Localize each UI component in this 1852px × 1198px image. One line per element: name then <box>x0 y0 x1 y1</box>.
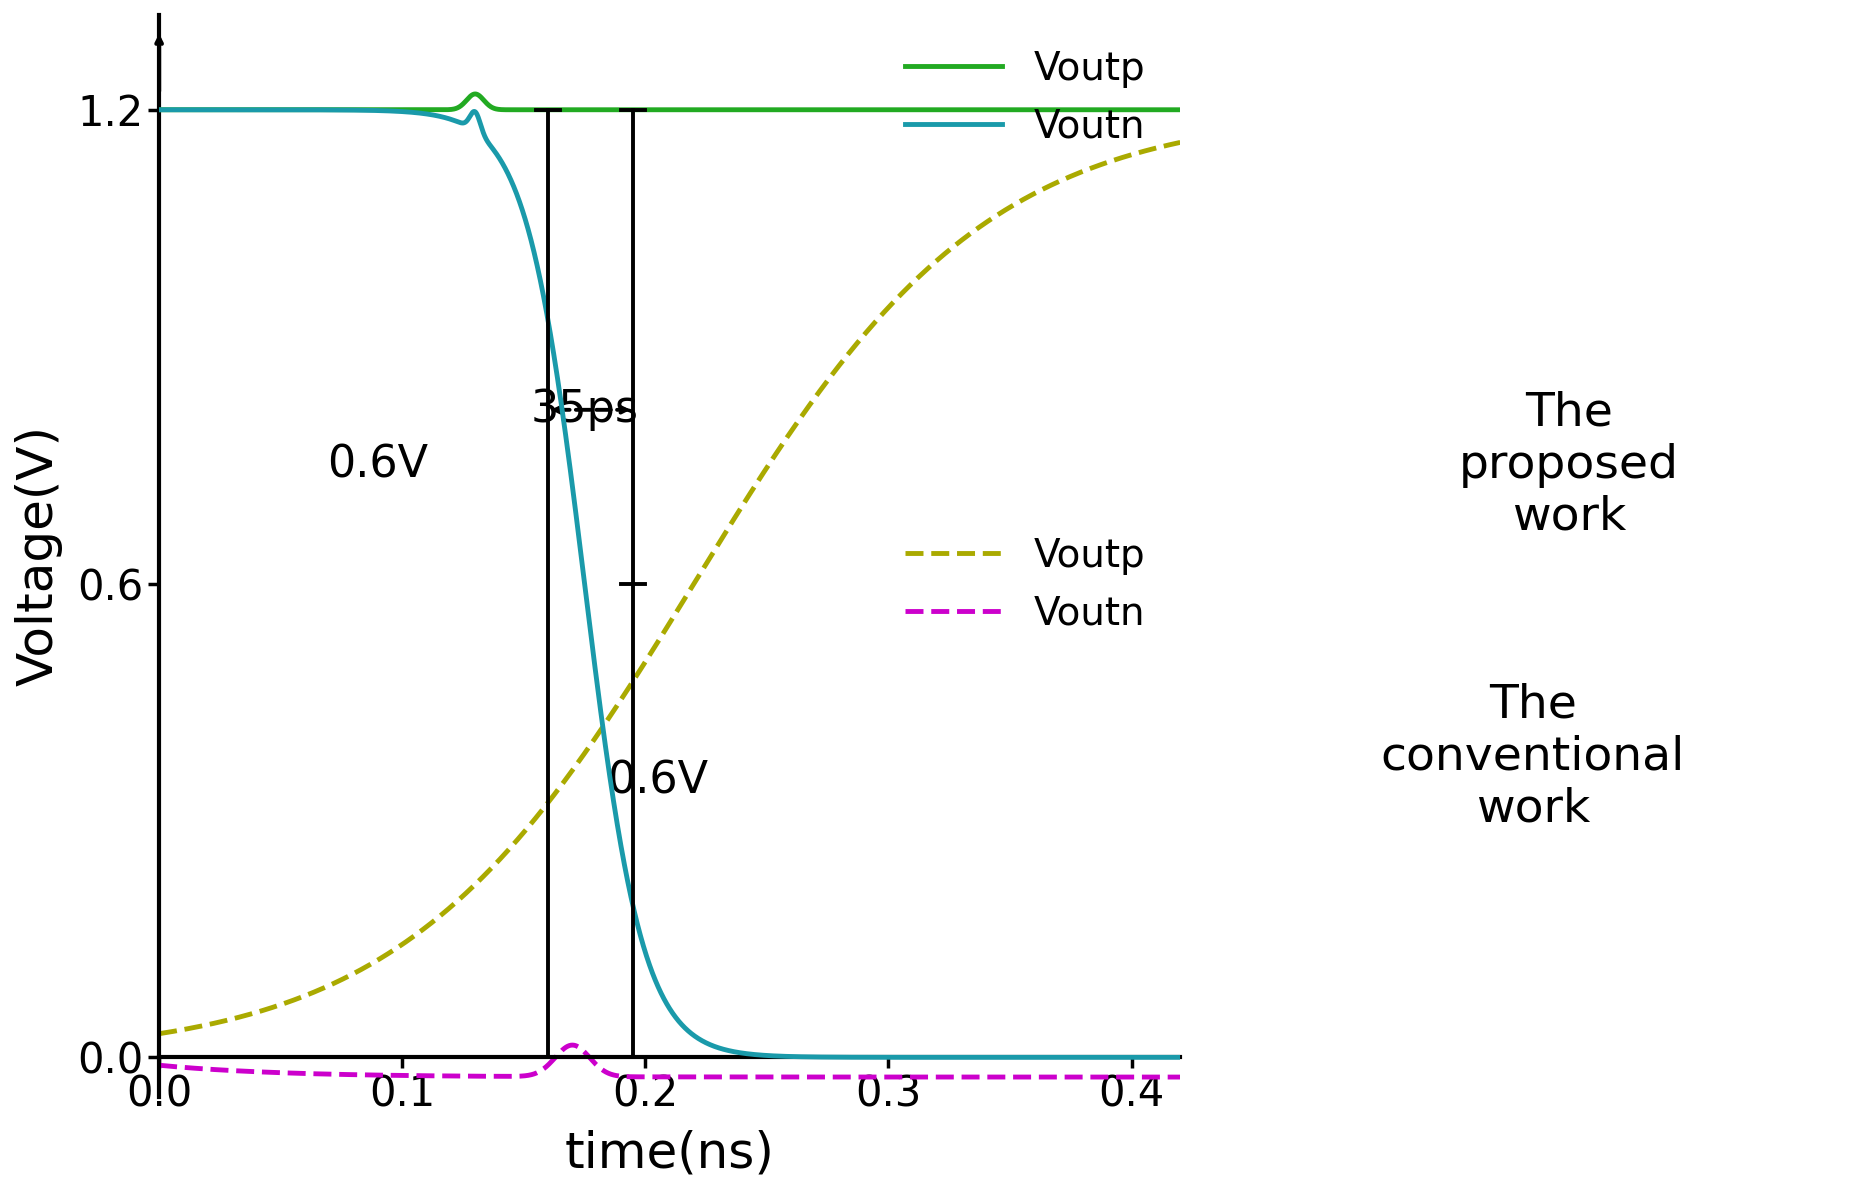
Text: The
proposed
work: The proposed work <box>1459 391 1680 539</box>
Text: The
conventional
work: The conventional work <box>1380 683 1685 831</box>
Text: 35ps: 35ps <box>530 388 639 431</box>
X-axis label: time(ns): time(ns) <box>565 1130 774 1178</box>
Text: 0.6V: 0.6V <box>607 760 707 803</box>
Y-axis label: Voltage(V): Voltage(V) <box>15 425 63 686</box>
Legend: Voutp, Voutn: Voutp, Voutn <box>889 521 1161 648</box>
Text: 0.6V: 0.6V <box>328 443 428 486</box>
